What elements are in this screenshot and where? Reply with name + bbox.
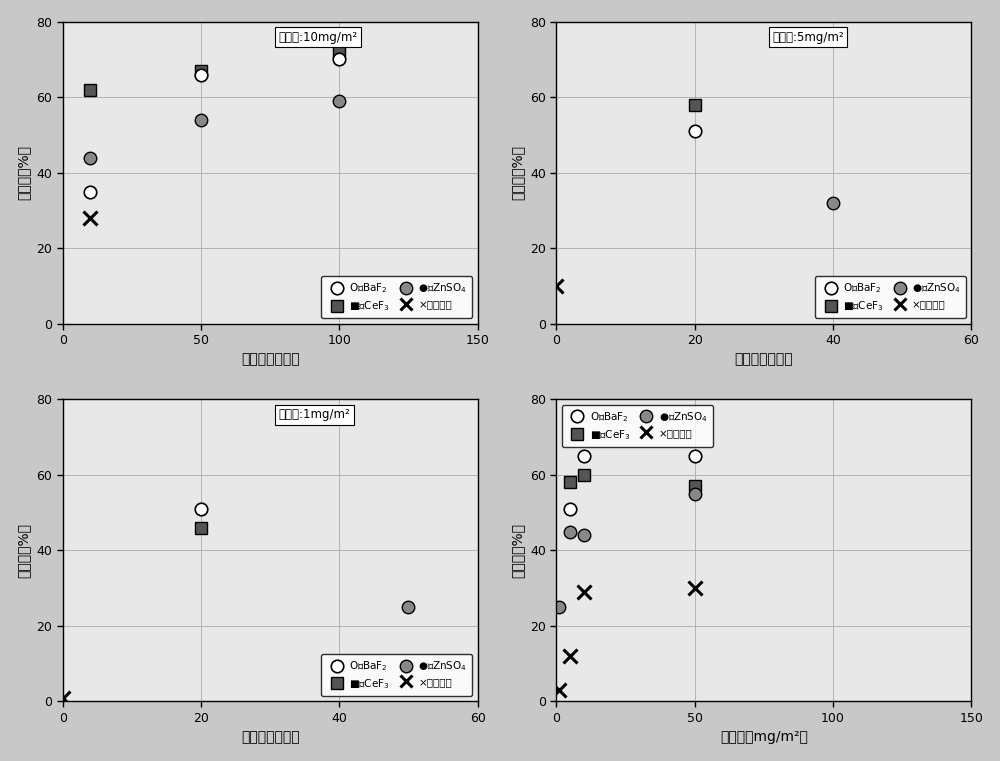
Legend: O：BaF$_2$, ■：CeF$_3$, ●：ZnSO$_4$, ×：比較例: O：BaF$_2$, ■：CeF$_3$, ●：ZnSO$_4$, ×：比較例 <box>815 276 966 318</box>
X-axis label: 含量（质量份）: 含量（质量份） <box>241 731 299 744</box>
X-axis label: 含量（质量份）: 含量（质量份） <box>735 352 793 367</box>
Text: 附着量:1mg/m²: 附着量:1mg/m² <box>278 409 350 422</box>
X-axis label: 含量（质量份）: 含量（质量份） <box>241 352 299 367</box>
X-axis label: 附着量（mg/m²）: 附着量（mg/m²） <box>720 731 808 744</box>
Y-axis label: 拡展率（%）: 拡展率（%） <box>17 523 31 578</box>
Text: 附着量:10mg/m²: 附着量:10mg/m² <box>278 30 358 43</box>
Legend: O：BaF$_2$, ■：CeF$_3$, ●：ZnSO$_4$, ×：比較例: O：BaF$_2$, ■：CeF$_3$, ●：ZnSO$_4$, ×：比較例 <box>562 405 713 447</box>
Legend: O：BaF$_2$, ■：CeF$_3$, ●：ZnSO$_4$, ×：比較例: O：BaF$_2$, ■：CeF$_3$, ●：ZnSO$_4$, ×：比較例 <box>321 654 472 696</box>
Y-axis label: 拡展率（%）: 拡展率（%） <box>17 145 31 200</box>
Text: 附着量:5mg/m²: 附着量:5mg/m² <box>772 30 844 43</box>
Y-axis label: 拡展率（%）: 拡展率（%） <box>510 523 524 578</box>
Y-axis label: 拡展率（%）: 拡展率（%） <box>510 145 524 200</box>
Legend: O：BaF$_2$, ■：CeF$_3$, ●：ZnSO$_4$, ×：比較例: O：BaF$_2$, ■：CeF$_3$, ●：ZnSO$_4$, ×：比較例 <box>321 276 472 318</box>
